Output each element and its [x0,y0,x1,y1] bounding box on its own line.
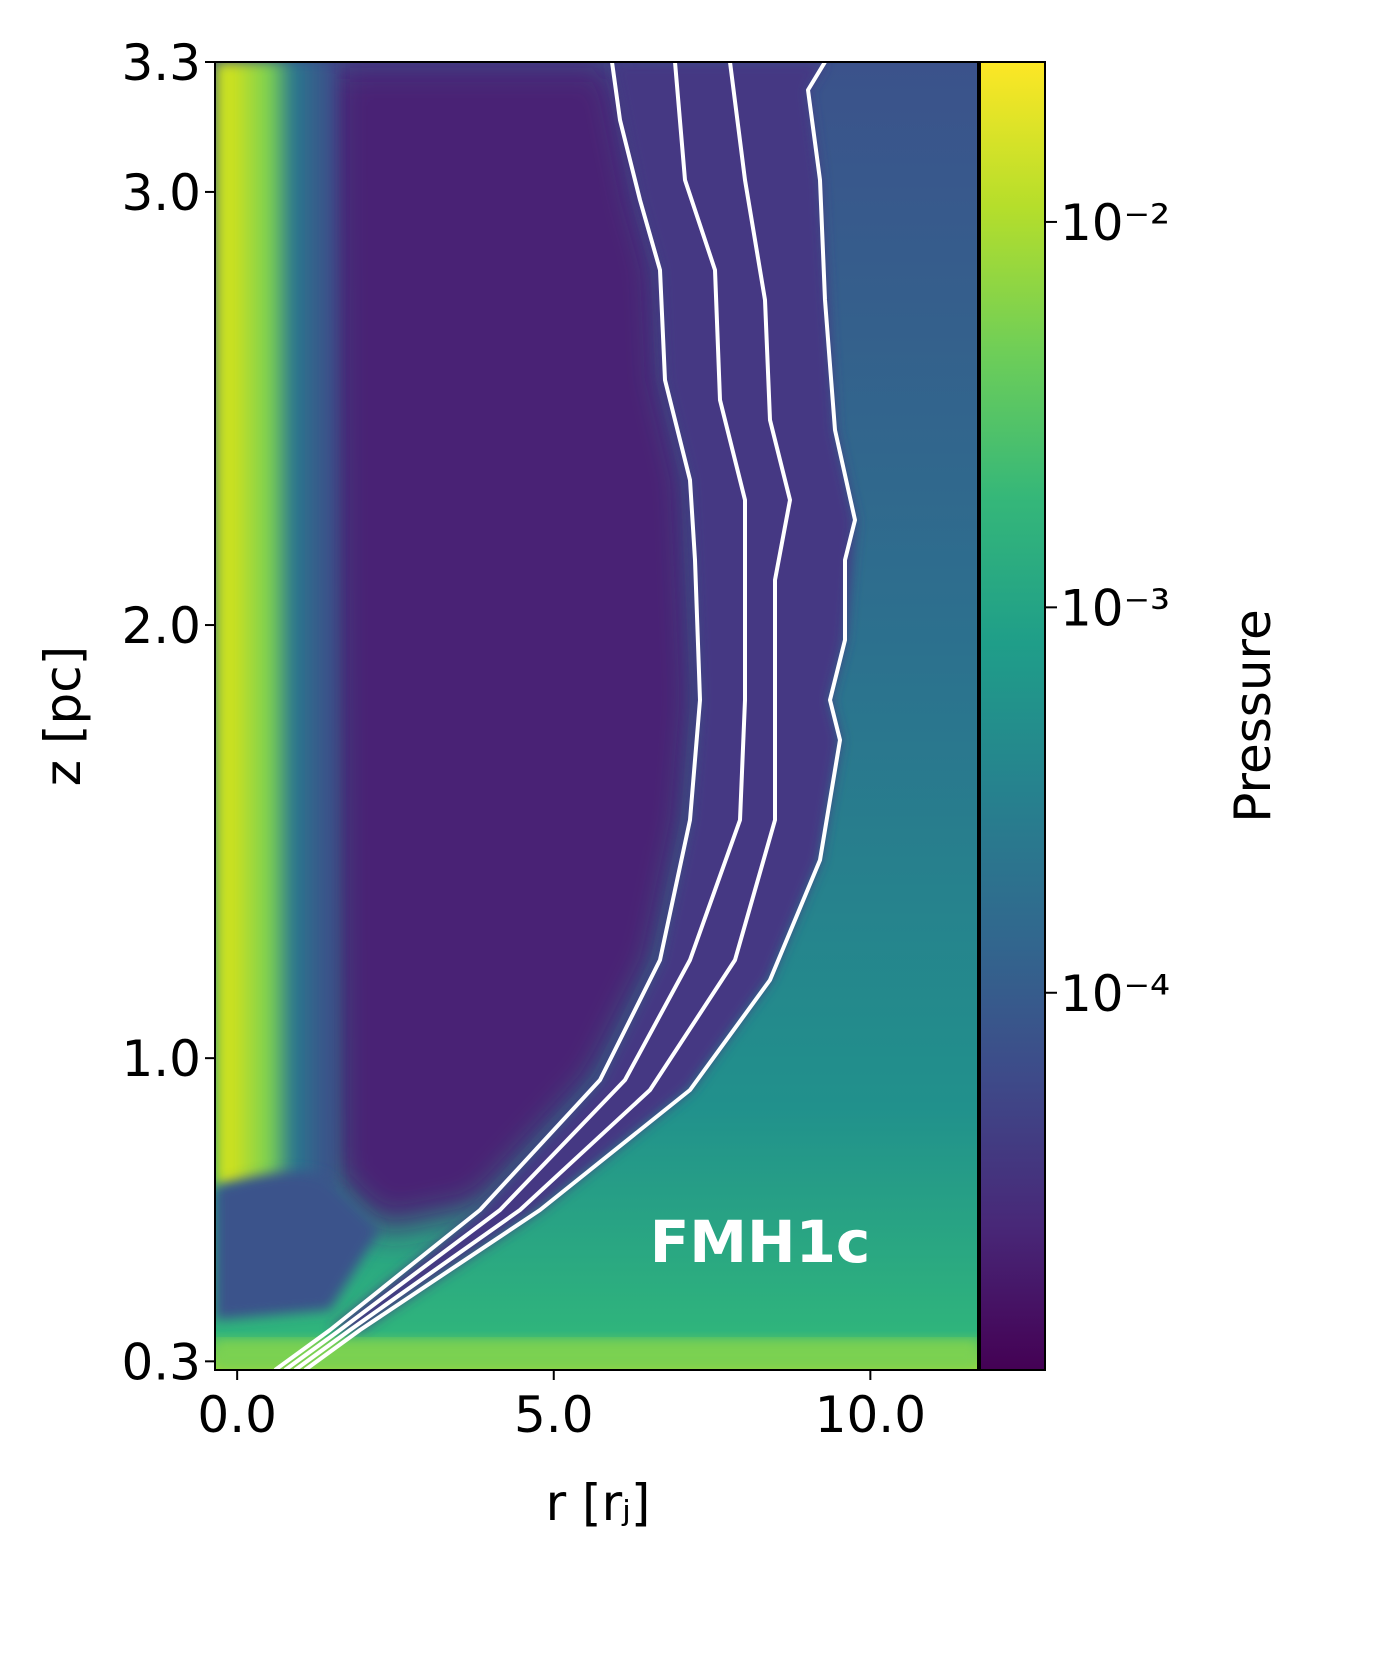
x-tick-label: 10.0 [815,1386,926,1444]
pressure-field [215,62,978,1370]
colorbar-tick-label: 10⁻³ [1060,579,1170,637]
contours [273,62,857,1370]
y-axis-label: z [pc] [34,646,92,786]
y-tick-label: 3.3 [121,34,201,92]
colorbar [979,61,1046,1371]
plot-frame [214,61,979,1371]
x-axis-label: r [rⱼ] [546,1474,651,1532]
x-tick-label: 5.0 [514,1386,594,1444]
y-tick-label: 0.3 [121,1333,201,1391]
colorbar-tick-label: 10⁻⁴ [1060,965,1170,1023]
colorbar-label: Pressure [1224,609,1282,823]
x-tick-label: 0.0 [197,1386,277,1444]
y-tick-label: 2.0 [121,597,201,655]
colorbar-tick-label: 10⁻² [1060,194,1170,252]
annotation: FMH1c [650,1208,871,1276]
y-tick-label: 3.0 [121,164,201,222]
y-tick-label: 1.0 [121,1030,201,1088]
